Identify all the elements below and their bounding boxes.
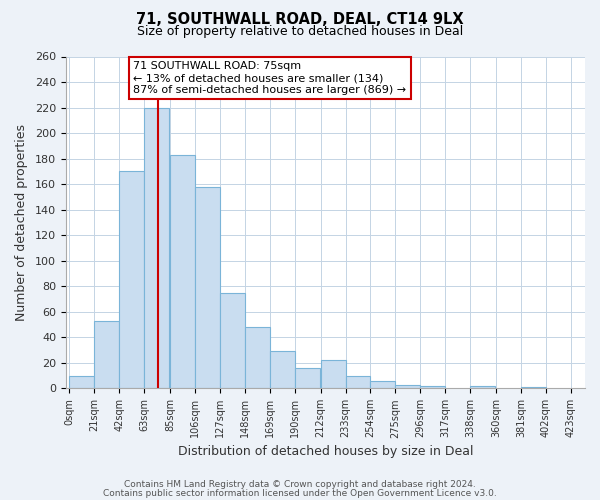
Text: Size of property relative to detached houses in Deal: Size of property relative to detached ho… bbox=[137, 25, 463, 38]
Bar bbox=[420, 386, 445, 388]
X-axis label: Distribution of detached houses by size in Deal: Distribution of detached houses by size … bbox=[178, 444, 473, 458]
Bar bbox=[321, 360, 346, 388]
Bar bbox=[195, 186, 220, 388]
Bar bbox=[346, 376, 370, 388]
Text: Contains HM Land Registry data © Crown copyright and database right 2024.: Contains HM Land Registry data © Crown c… bbox=[124, 480, 476, 489]
Bar bbox=[295, 368, 320, 388]
Bar bbox=[220, 292, 245, 388]
Text: 71, SOUTHWALL ROAD, DEAL, CT14 9LX: 71, SOUTHWALL ROAD, DEAL, CT14 9LX bbox=[136, 12, 464, 28]
Bar bbox=[144, 108, 169, 388]
Bar bbox=[395, 384, 420, 388]
Y-axis label: Number of detached properties: Number of detached properties bbox=[15, 124, 28, 321]
Bar bbox=[70, 376, 94, 388]
Bar bbox=[521, 387, 546, 388]
Bar bbox=[270, 352, 295, 389]
Bar bbox=[94, 320, 119, 388]
Bar bbox=[245, 327, 270, 388]
Text: 71 SOUTHWALL ROAD: 75sqm
← 13% of detached houses are smaller (134)
87% of semi-: 71 SOUTHWALL ROAD: 75sqm ← 13% of detach… bbox=[133, 62, 407, 94]
Bar bbox=[470, 386, 495, 388]
Text: Contains public sector information licensed under the Open Government Licence v3: Contains public sector information licen… bbox=[103, 488, 497, 498]
Bar bbox=[170, 155, 195, 388]
Bar bbox=[370, 380, 395, 388]
Bar bbox=[119, 172, 144, 388]
